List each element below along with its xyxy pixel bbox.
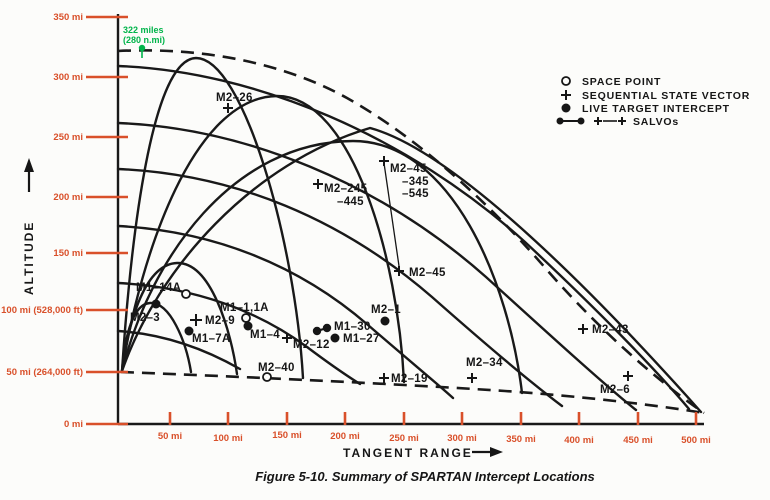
y-tick-label: 250 mi (53, 132, 83, 143)
label-m2-1: M2–1 (371, 304, 401, 316)
legend-label: SEQUENTIAL STATE VECTOR (582, 90, 750, 102)
tangent-range-arrow-icon (490, 447, 503, 457)
x-tick-label: 350 mi (506, 434, 536, 445)
legend-sequential-state-vector-icon (561, 90, 571, 100)
max-altitude-label-line1: 322 miles (123, 25, 164, 35)
ssv-marker-m2-12 (282, 333, 292, 343)
max-altitude-dot (138, 44, 146, 52)
label-m2-19: M2–19 (391, 373, 428, 385)
ssv-marker-m2-45 (394, 266, 404, 276)
lower-dashed-boundary (120, 370, 705, 415)
space-point-marker-m1-14a (181, 289, 191, 299)
altitude-axis-label: ALTITUDE (22, 221, 36, 295)
label-m1-30: M1–30 (334, 321, 371, 333)
legend-live-target-intercept-icon (561, 103, 571, 113)
label-m1-7a: M1–7A (192, 333, 231, 345)
label-m1-27: M1–27 (343, 333, 380, 345)
live-marker-m1-7a (184, 326, 194, 336)
legend-label: SALVOs (633, 116, 679, 128)
y-tick-label: 150 mi (53, 248, 83, 259)
x-tick-label: 300 mi (447, 433, 477, 444)
label-m2-40: M2–40 (258, 362, 295, 374)
live-marker-m1-27 (330, 333, 340, 343)
y-tick-label: 100 mi (528,000 ft) (1, 305, 83, 316)
label-m1-1-1a: M1–1,1A (220, 302, 269, 314)
range-arc (116, 224, 455, 400)
legend-label: SPACE POINT (582, 76, 661, 88)
ssv-marker-m2-245 (313, 179, 323, 189)
trajectory (120, 94, 406, 384)
ssv-marker-m2-43 (578, 324, 588, 334)
x-axis-title: TANGENT RANGE (343, 446, 503, 460)
max-altitude-label-line2: (280 n.mi) (123, 35, 165, 45)
x-axis-ticks: 50 mi 100 mi 150 mi 200 mi 250 mi 300 mi… (158, 412, 711, 446)
figure-caption: Figure 5-10. Summary of SPARTAN Intercep… (255, 469, 595, 484)
live-marker-m1-30-a (312, 326, 322, 336)
live-marker-m2-1 (380, 316, 390, 326)
ssv-marker-m2-34 (467, 373, 477, 383)
space-point-marker-m2-40 (262, 372, 272, 382)
legend-salvo-icon (556, 117, 626, 125)
space-point-marker-m1-1-1a (241, 313, 251, 323)
x-tick-label: 200 mi (330, 431, 360, 442)
salvo-connector-m2-45 (383, 162, 400, 267)
ssv-marker-m2-6 (623, 371, 633, 381)
legend-label: LIVE TARGET INTERCEPT (582, 103, 730, 115)
label-m2-45-line3: –545 (402, 188, 429, 200)
x-tick-label: 50 mi (158, 431, 182, 442)
y-tick-label: 350 mi (53, 12, 83, 23)
label-m2-245-line2: –445 (337, 196, 364, 208)
label-m2-3: M2–3 (130, 312, 160, 324)
label-m2-26: M2–26 (216, 92, 253, 104)
trajectory (120, 139, 524, 395)
ssv-marker-m2-9 (190, 314, 202, 326)
x-tick-label: 100 mi (213, 433, 243, 444)
max-altitude-annotation: 322 miles (280 n.mi) (123, 25, 165, 58)
trajectory-curves (120, 56, 703, 414)
live-marker-m2-3 (151, 299, 161, 309)
tangent-range-axis-label: TANGENT RANGE (343, 446, 473, 460)
ssv-marker-m2-26 (223, 103, 233, 113)
label-m2-12: M2–12 (293, 339, 330, 351)
range-arc (116, 167, 564, 408)
x-tick-label: 400 mi (564, 435, 594, 446)
intercept-points: M2–26 M2–245 –445 M2–45 –345 –545 M2–45 … (130, 92, 633, 396)
label-m2-6: M2–6 (600, 384, 630, 396)
legend: SPACE POINT SEQUENTIAL STATE VECTOR LIVE… (556, 76, 750, 128)
label-m1-14a: M1–14A (136, 282, 181, 294)
label-m1-4: M1–4 (250, 329, 280, 341)
label-m2-43: M2–43 (592, 324, 629, 336)
label-m2-45: M2–45 (409, 267, 446, 279)
y-axis-ticks: 350 mi 300 mi 250 mi 200 mi 150 mi 100 m… (1, 12, 128, 430)
label-m2-9: M2–9 (205, 315, 235, 327)
x-tick-label: 450 mi (623, 435, 653, 446)
trajectory (120, 56, 305, 380)
ssv-marker-m2-45-salvo (379, 156, 389, 166)
altitude-axis-arrow-icon (24, 158, 34, 172)
x-tick-label: 250 mi (389, 433, 419, 444)
label-m2-245: M2–245 (324, 183, 368, 195)
label-m2-34: M2–34 (466, 357, 503, 369)
y-tick-label: 300 mi (53, 72, 83, 83)
x-tick-label: 500 mi (681, 435, 711, 446)
trajectory (120, 126, 703, 414)
live-marker-m1-4 (243, 321, 253, 331)
label-m2-45-salvo: M2–45 (390, 163, 427, 175)
range-arc (116, 121, 638, 412)
legend-space-point-icon (561, 76, 571, 86)
range-arc (116, 64, 691, 411)
y-tick-label: 200 mi (53, 192, 83, 203)
axes (116, 14, 704, 426)
ssv-marker-m2-19 (379, 373, 389, 383)
y-tick-label: 50 mi (264,000 ft) (6, 367, 83, 378)
x-tick-label: 150 mi (272, 430, 302, 441)
y-tick-label: 0 mi (64, 419, 83, 430)
live-marker-m1-30-b (322, 323, 332, 333)
y-axis-title: ALTITUDE (22, 158, 36, 295)
label-m2-45-line2: –345 (402, 176, 429, 188)
